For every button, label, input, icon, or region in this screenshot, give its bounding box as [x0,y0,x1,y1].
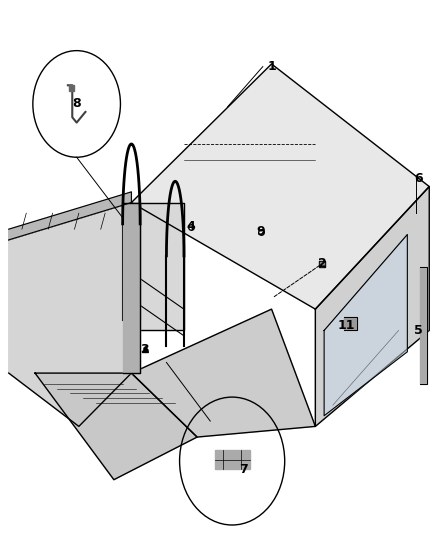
Text: 5: 5 [414,324,423,337]
Text: 4: 4 [186,220,195,233]
Text: 2: 2 [318,257,326,270]
Text: 8: 8 [72,98,81,110]
Polygon shape [315,187,429,426]
Text: 7: 7 [239,463,247,475]
Polygon shape [131,64,429,309]
Polygon shape [324,235,407,416]
Text: 6: 6 [414,172,423,185]
Polygon shape [131,309,315,437]
Polygon shape [215,450,250,469]
Text: 1: 1 [267,60,276,73]
Polygon shape [123,203,140,373]
Polygon shape [420,266,427,384]
Polygon shape [131,203,184,330]
Text: 11: 11 [337,319,355,332]
Text: 3: 3 [140,343,149,356]
Polygon shape [9,192,131,240]
Text: 9: 9 [256,225,265,238]
Polygon shape [344,317,357,330]
Polygon shape [69,85,74,91]
Polygon shape [35,373,197,480]
Polygon shape [9,203,131,426]
